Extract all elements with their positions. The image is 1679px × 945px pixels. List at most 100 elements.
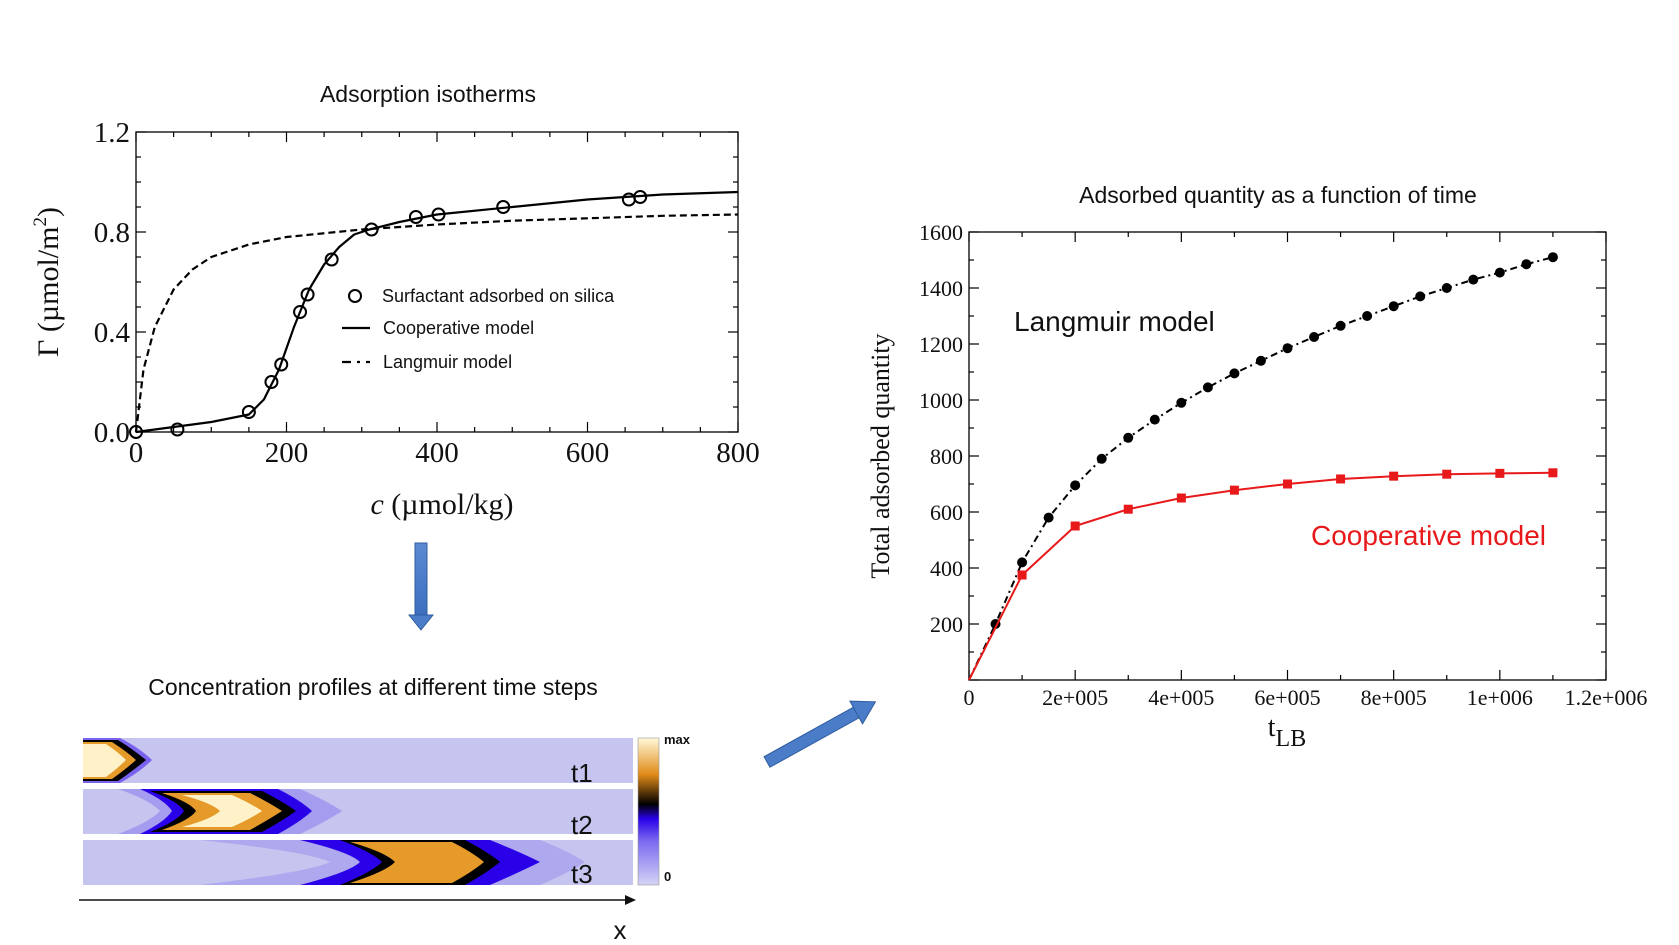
time-y-tick-label: 1600 <box>919 220 963 245</box>
langmuir-data-point <box>1282 343 1293 354</box>
cooperative-model-line <box>968 471 1553 681</box>
isotherm-plot-frame <box>135 131 739 433</box>
colorbar-gradient <box>637 737 660 886</box>
time-y-tick-label: 400 <box>930 556 963 581</box>
profile-strip-background <box>83 738 633 783</box>
cooperative-data-point <box>1070 521 1080 531</box>
cooperative-data-point <box>1442 469 1452 479</box>
time-x-tick-label: 4e+005 <box>1148 685 1214 710</box>
isotherm-y-tick-label: 0.8 <box>94 217 130 249</box>
isotherm-data-point <box>324 252 339 267</box>
time-y-tick-label: 600 <box>930 500 963 525</box>
cooperative-data-point <box>1283 479 1292 489</box>
diagonal-arrow-icon <box>763 700 877 768</box>
isotherm-x-tick-labels: 0 200 400 600 800 <box>129 437 760 469</box>
legend-label-surfactant: Surfactant adsorbed on silica <box>382 286 615 306</box>
time-x-tick-label: 0 <box>964 685 975 710</box>
profile-label-t2: t2 <box>571 810 593 840</box>
cooperative-model-annotation: Cooperative model <box>1311 520 1546 551</box>
isotherm-ticks <box>135 131 739 433</box>
legend-label-langmuir: Langmuir model <box>383 352 512 372</box>
isotherm-data-point <box>300 287 315 302</box>
isotherm-x-tick-label: 200 <box>265 437 309 469</box>
langmuir-data-point <box>1123 432 1134 443</box>
time-y-tick-label: 1400 <box>919 276 963 301</box>
profile-colorbar: max 0 <box>637 732 691 886</box>
colorbar-min-label: 0 <box>664 869 671 884</box>
isotherm-y-tick-label: 0.4 <box>94 317 131 349</box>
concentration-profiles-panel: Concentration profiles at different time… <box>79 674 691 945</box>
cooperative-data-point <box>1176 493 1186 503</box>
langmuir-data-point <box>1017 557 1028 568</box>
time-ticks <box>968 231 1607 681</box>
time-x-tick-labels: 0 2e+005 4e+005 6e+005 8e+005 1e+006 1.2e+006 <box>964 685 1648 710</box>
cooperative-data-point <box>1017 570 1027 580</box>
time-x-tick-label: 1.2e+006 <box>1565 685 1648 710</box>
langmuir-data-point <box>1149 414 1160 425</box>
time-x-tick-label: 2e+005 <box>1042 685 1108 710</box>
time-y-tick-label: 1000 <box>919 388 963 413</box>
profiles-x-label: x <box>614 915 627 945</box>
colorbar-max-label: max <box>664 732 691 747</box>
isotherm-x-tick-label: 600 <box>566 437 610 469</box>
langmuir-data-point <box>1388 301 1399 312</box>
isotherm-y-tick-label: 1.2 <box>94 117 130 149</box>
isotherm-x-tick-label: 800 <box>716 437 760 469</box>
profile-label-t3: t3 <box>571 859 593 889</box>
langmuir-data-point <box>1229 368 1240 379</box>
langmuir-model-annotation: Langmuir model <box>1014 306 1215 337</box>
langmuir-data-point <box>1255 355 1266 366</box>
profile-label-t1: t1 <box>571 758 593 788</box>
time-series <box>968 252 1558 681</box>
isotherm-data-point <box>274 357 289 372</box>
time-x-tick-label: 8e+005 <box>1361 685 1427 710</box>
isotherm-data-point <box>293 305 308 319</box>
cooperative-data-point <box>1336 474 1346 484</box>
langmuir-data-point <box>1547 252 1558 263</box>
isotherm-x-axis-label: c (µmol/kg) <box>370 488 513 521</box>
langmuir-data-point <box>1202 382 1213 393</box>
isotherm-y-tick-labels: 0.0 0.4 0.8 1.2 <box>94 117 131 449</box>
langmuir-data-point <box>1043 512 1054 523</box>
isotherm-series <box>129 190 739 439</box>
langmuir-data-point <box>1096 453 1107 464</box>
isotherm-legend: Surfactant adsorbed on silica Cooperativ… <box>342 286 615 372</box>
time-y-tick-label: 800 <box>930 444 963 469</box>
langmuir-data-point <box>1309 332 1320 342</box>
isotherm-y-tick-label: 0.0 <box>94 417 130 449</box>
time-x-tick-label: 6e+005 <box>1254 685 1320 710</box>
time-y-tick-label: 200 <box>930 612 963 637</box>
profile-strip-t3: t3 <box>83 840 633 889</box>
adsorption-isotherm-chart: Adsorption isotherms 0 200 400 600 800 0.00.… <box>30 81 760 521</box>
langmuir-data-point <box>1415 291 1426 302</box>
cooperative-data-point <box>1389 471 1399 481</box>
cooperative-model-line <box>135 190 739 434</box>
profile-strip-t1: t1 <box>83 738 633 788</box>
isotherm-x-tick-label: 400 <box>415 437 459 469</box>
x-axis-arrow: x <box>79 895 636 945</box>
time-y-axis-label: Total adsorbed quantity <box>866 333 895 578</box>
cooperative-data-point <box>1123 504 1133 514</box>
langmuir-data-point <box>1335 320 1346 331</box>
isotherm-data-point <box>241 405 256 419</box>
legend-symbol-circle <box>348 289 362 303</box>
cooperative-data-point <box>1548 468 1558 478</box>
langmuir-data-point <box>1070 480 1081 491</box>
isotherm-x-tick-label: 0 <box>129 437 144 469</box>
cooperative-data-point <box>1495 468 1505 478</box>
langmuir-data-point <box>1468 274 1479 285</box>
time-y-tick-labels: 200 400 600 800 1000 1200 1400 1600 <box>919 220 963 637</box>
langmuir-data-point <box>1521 259 1532 270</box>
langmuir-data-point <box>1362 311 1373 321</box>
time-y-tick-label: 1200 <box>919 332 963 357</box>
isotherm-title: Adsorption isotherms <box>320 81 536 107</box>
langmuir-model-line <box>134 213 739 433</box>
isotherm-y-axis-label: Γ (µmol/m2) <box>30 207 65 357</box>
time-chart-title: Adsorbed quantity as a function of time <box>1079 182 1477 208</box>
langmuir-data-point <box>1441 283 1452 293</box>
isotherm-data-point <box>264 375 279 389</box>
profile-strip-t2: t2 <box>83 789 633 840</box>
time-x-axis-label: tLB <box>1268 712 1306 752</box>
isotherm-data-point <box>621 192 636 207</box>
